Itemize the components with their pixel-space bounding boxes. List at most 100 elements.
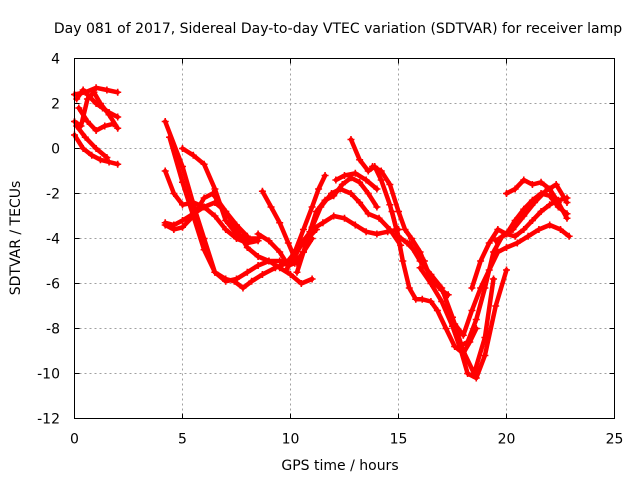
series-line xyxy=(504,177,570,221)
data-point xyxy=(472,374,480,382)
data-point xyxy=(114,113,122,121)
data-point xyxy=(239,284,247,292)
data-point xyxy=(416,264,424,272)
data-point xyxy=(332,176,340,184)
data-point xyxy=(563,194,571,202)
data-point xyxy=(405,239,413,247)
data-point xyxy=(321,196,329,204)
data-point xyxy=(265,257,273,265)
data-point xyxy=(341,172,348,179)
data-point xyxy=(233,275,240,283)
data-point xyxy=(433,307,441,314)
series-track-29 xyxy=(492,190,571,245)
x-tick-label: 25 xyxy=(606,432,624,448)
data-point xyxy=(287,271,294,278)
data-point xyxy=(375,214,383,222)
data-point xyxy=(503,266,510,274)
data-point xyxy=(528,217,536,224)
data-point xyxy=(330,212,338,220)
data-point xyxy=(347,190,355,197)
plot-area xyxy=(71,84,573,382)
data-point xyxy=(209,190,217,197)
x-tick-label: 20 xyxy=(498,432,516,448)
data-point xyxy=(179,217,186,224)
data-point xyxy=(412,295,420,303)
data-point xyxy=(96,100,104,107)
data-point xyxy=(459,331,467,339)
data-point xyxy=(312,208,320,215)
data-point xyxy=(276,219,284,227)
data-point xyxy=(388,208,396,215)
data-point xyxy=(364,190,372,197)
grid xyxy=(74,58,615,419)
series-track-19 xyxy=(332,169,381,193)
data-point xyxy=(276,264,284,272)
data-point xyxy=(511,185,519,193)
data-point xyxy=(364,210,372,218)
data-point xyxy=(179,178,186,186)
data-point xyxy=(485,239,493,247)
data-point xyxy=(546,201,554,209)
y-axis-label: SDTVAR / TECUs xyxy=(8,181,24,296)
data-point xyxy=(546,185,554,193)
series-track-25 xyxy=(442,221,573,339)
data-point xyxy=(233,226,240,233)
data-point xyxy=(362,176,370,184)
data-point xyxy=(535,226,543,233)
data-point xyxy=(200,160,208,168)
data-point xyxy=(554,203,562,211)
data-point xyxy=(254,253,262,260)
data-point xyxy=(401,226,409,233)
y-tick-label: 0 xyxy=(51,142,60,158)
y-tick-label: 4 xyxy=(51,52,60,68)
data-point xyxy=(75,104,83,112)
data-point xyxy=(356,199,364,206)
y-tick-label: -4 xyxy=(46,232,60,248)
data-point xyxy=(386,181,394,188)
data-point xyxy=(114,124,122,132)
series-track-18 xyxy=(291,172,329,256)
data-point xyxy=(395,208,402,215)
data-point xyxy=(306,228,314,236)
data-point xyxy=(442,302,450,310)
data-point xyxy=(79,86,87,94)
data-point xyxy=(222,277,230,285)
data-point xyxy=(211,268,219,276)
data-point xyxy=(537,178,545,186)
data-point xyxy=(477,257,485,265)
data-point xyxy=(308,275,316,283)
data-point xyxy=(464,338,472,346)
data-point xyxy=(490,275,498,283)
data-point xyxy=(468,307,476,314)
data-point xyxy=(161,167,169,175)
data-point xyxy=(308,203,316,211)
data-point xyxy=(418,295,426,303)
data-point xyxy=(179,223,186,231)
data-point xyxy=(373,230,381,238)
data-point xyxy=(520,226,528,233)
data-point xyxy=(442,325,450,332)
data-point xyxy=(189,199,197,206)
series-track-17 xyxy=(299,174,381,256)
data-point xyxy=(299,226,307,233)
data-point xyxy=(557,226,564,233)
data-point xyxy=(362,228,370,236)
data-point xyxy=(92,127,100,134)
data-point xyxy=(254,262,262,269)
data-point xyxy=(233,235,240,242)
data-point xyxy=(524,232,532,240)
data-point xyxy=(243,268,251,276)
data-point xyxy=(416,248,424,256)
data-point xyxy=(92,145,100,152)
data-point xyxy=(416,257,424,265)
data-point xyxy=(347,136,355,143)
data-point xyxy=(520,205,528,213)
data-point xyxy=(81,133,89,141)
data-point xyxy=(364,167,372,175)
data-point xyxy=(200,246,208,254)
data-point xyxy=(546,221,554,229)
data-point xyxy=(200,203,208,211)
data-point xyxy=(369,163,377,170)
series-track-4 xyxy=(75,104,117,134)
